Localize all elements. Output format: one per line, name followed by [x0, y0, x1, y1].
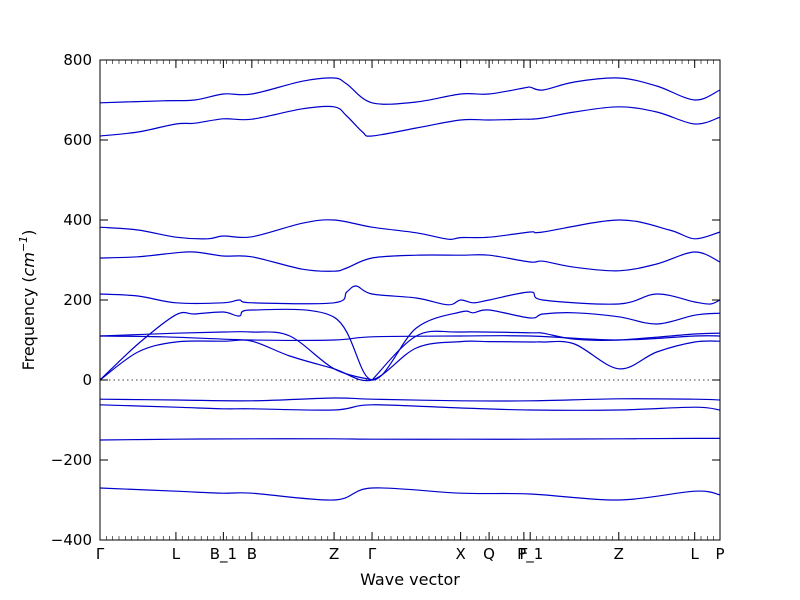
- x-tick-label: L: [691, 545, 700, 563]
- y-tick-label: 800: [63, 51, 92, 69]
- y-tick-label: 0: [82, 371, 92, 389]
- x-tick-label: Γ: [368, 545, 377, 563]
- x-tick-label: P: [715, 545, 724, 563]
- band-1: [99, 77, 721, 105]
- band-lines: [99, 77, 721, 501]
- plot-frame: [99, 59, 721, 541]
- y-axis-label-prefix: Frequency (: [19, 276, 38, 370]
- x-tick-label: Γ: [96, 545, 105, 563]
- band-6: [99, 308, 721, 381]
- y-tick-label: 400: [63, 211, 92, 229]
- band-14: [99, 487, 721, 501]
- x-tick-label: Z: [329, 545, 339, 563]
- x-tick-label: B: [247, 545, 257, 563]
- x-tick-label: B_1: [210, 545, 237, 564]
- plot-area: [99, 59, 721, 541]
- band-8: [99, 331, 373, 381]
- band-7: [99, 339, 721, 382]
- band-11: [99, 397, 721, 402]
- x-tick-label: Z: [614, 545, 624, 563]
- y-axis-label-suffix: ): [19, 230, 38, 236]
- y-axis-label-math: cm: [19, 252, 38, 276]
- x-tick-label: F: [520, 545, 529, 563]
- band-13: [99, 437, 721, 441]
- y-tick-label: 600: [63, 131, 92, 149]
- y-tick-label: −200: [51, 451, 92, 469]
- band-3: [99, 219, 721, 240]
- y-tick-label: 200: [63, 291, 92, 309]
- x-axis: Γ L B_1 B Z Γ X Q FP_1 Z L P: [96, 60, 725, 564]
- y-axis-label: Frequency (cm−1): [17, 230, 38, 371]
- band-2: [99, 105, 721, 137]
- y-axis-label-exponent: −1: [17, 236, 30, 252]
- y-axis: −400 −200 0 200 400 600 800: [51, 51, 720, 549]
- x-tick-label: X: [455, 545, 465, 563]
- band-10: [99, 335, 721, 341]
- x-tick-label: L: [172, 545, 181, 563]
- x-tick-label: P_1: [517, 545, 543, 564]
- x-tick-label: Q: [483, 545, 495, 563]
- minor-ticks: [99, 60, 721, 540]
- band-9: [371, 330, 721, 381]
- band-4: [99, 251, 721, 272]
- x-axis-label: Wave vector: [360, 570, 460, 589]
- y-tick-label: −400: [51, 531, 92, 549]
- band-5: [99, 285, 721, 306]
- band-12: [99, 404, 721, 411]
